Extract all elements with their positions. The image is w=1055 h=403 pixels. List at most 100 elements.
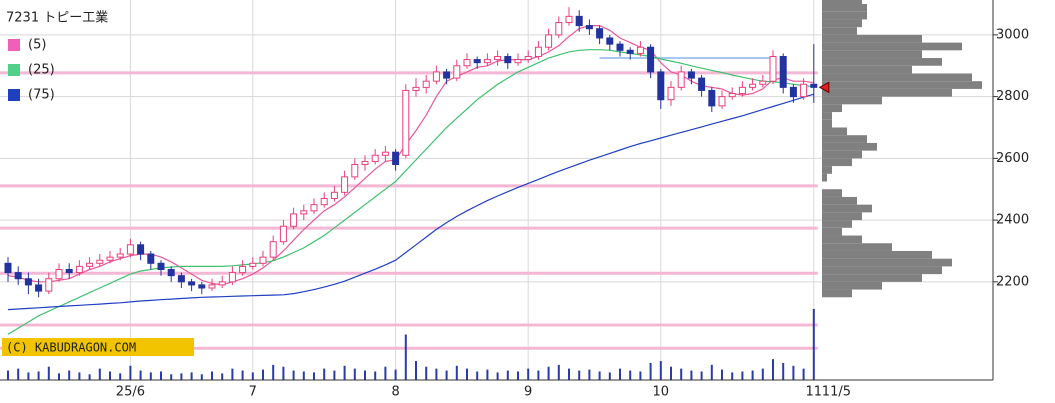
candle-body (728, 93, 736, 98)
candle-body (677, 71, 685, 88)
volume-bar (578, 370, 581, 380)
candle-body (667, 86, 675, 101)
profile-bar (822, 220, 852, 228)
volume-bar (139, 370, 142, 380)
profile-bar (822, 58, 942, 66)
volume-bar (262, 369, 264, 380)
volume-bar (721, 369, 723, 380)
profile-bar (822, 266, 942, 275)
profile-bar (822, 142, 877, 151)
candle-body (494, 55, 502, 61)
candle-body (55, 268, 63, 280)
volume-bar (598, 371, 601, 380)
volume-bar (506, 370, 509, 380)
legend-swatch (8, 64, 20, 76)
volume-bar (119, 373, 122, 380)
volume-bar (435, 368, 438, 380)
volume-bar (547, 366, 550, 380)
plot (0, 0, 982, 380)
x-tick-label: 10 (653, 385, 670, 400)
candle-body (555, 22, 563, 36)
volume-bar (792, 365, 795, 380)
volume-bar (731, 372, 734, 380)
y-tick-label: 2200 (996, 274, 1029, 289)
profile-bar (822, 104, 842, 113)
y-tick-label: 3000 (996, 27, 1029, 42)
profile-bar (822, 4, 867, 12)
candle-body (218, 281, 226, 286)
candle-body (24, 278, 32, 286)
volume-bar (37, 371, 40, 380)
candle-body (708, 89, 716, 107)
profile-bar (822, 235, 862, 244)
candle-body (126, 244, 134, 255)
candle-body (606, 37, 614, 45)
profile-bar (822, 112, 832, 120)
volume-bar (700, 371, 703, 380)
watermark-text: (C) KABUDRAGON.COM (6, 341, 136, 355)
candle-body (198, 284, 206, 289)
profile-bar (822, 189, 842, 197)
candle-body (402, 89, 410, 156)
volume-bar (394, 369, 397, 380)
candle-body (249, 262, 257, 267)
volume-bar (527, 368, 530, 380)
legend-swatch (8, 39, 20, 51)
volume-bar (231, 368, 234, 380)
candle-body (636, 46, 644, 54)
candle-body (810, 83, 818, 88)
volume-bar (282, 366, 285, 380)
volume-bar (333, 370, 336, 380)
volume-bar (313, 372, 315, 380)
volume-bar (466, 368, 468, 380)
candle-body (351, 164, 359, 178)
candle-body (300, 210, 308, 215)
candle-body (341, 176, 349, 193)
candle-body (239, 265, 247, 274)
chart-title: 7231 トピー工業 (6, 10, 108, 26)
candle-body (290, 213, 298, 227)
candle-body (330, 191, 338, 199)
candle-body (14, 272, 22, 280)
candle-body (473, 59, 481, 64)
x-tick-label: 9 (524, 385, 532, 400)
profile-bar (822, 42, 962, 51)
volume-bar (517, 371, 519, 380)
volume-bar (772, 359, 774, 380)
candle-body (443, 71, 451, 79)
candle-body (504, 55, 512, 64)
candle-body (800, 83, 808, 98)
volume-bar (109, 371, 111, 380)
volume-bar (741, 371, 744, 380)
volume-bar (690, 370, 693, 380)
volume-bar (180, 373, 183, 380)
y-tick-label: 2600 (996, 151, 1029, 166)
candle-body (718, 96, 726, 107)
volume-bar (323, 368, 326, 380)
profile-bar (822, 289, 852, 298)
profile-bar (822, 34, 922, 43)
volume-bar (47, 366, 50, 380)
x-tick-label: 25/6 (116, 385, 145, 400)
profile-bar (822, 204, 872, 213)
volume-bar (353, 368, 356, 380)
volume-bar (211, 371, 213, 380)
volume-bar (557, 364, 560, 380)
volume-bar (608, 372, 611, 380)
candle-body (565, 15, 573, 24)
profile-bar (822, 19, 862, 28)
profile-bar (822, 96, 882, 105)
volume-bar (537, 370, 540, 380)
volume-bar (200, 374, 203, 380)
x-tick-label: 11 (806, 385, 823, 400)
legend-swatch (8, 89, 20, 101)
candle-body (789, 86, 797, 98)
volume-bar (496, 372, 499, 380)
candle-body (545, 34, 553, 48)
volume-bar (221, 373, 224, 380)
candle-body (86, 262, 94, 267)
candle-body (392, 151, 400, 166)
volume-bar (27, 372, 30, 380)
profile-bar (822, 196, 857, 205)
profile-bar (822, 227, 842, 236)
